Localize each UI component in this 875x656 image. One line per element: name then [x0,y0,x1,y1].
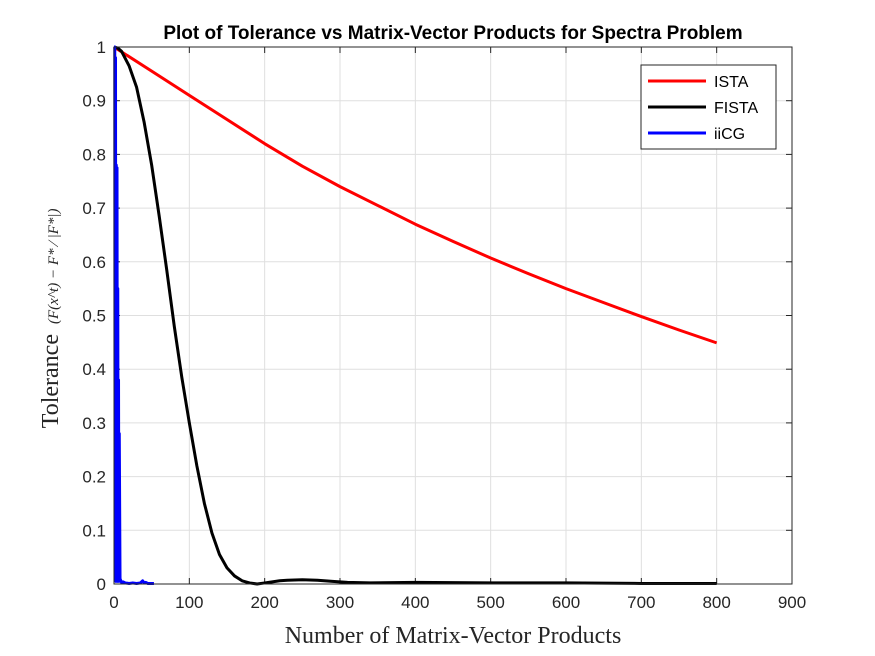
ticks: 0 100 200 300 400 500 600 700 800 900 0 0.1 0.2 0.3 0.… [82,38,806,612]
y-axis-label-formula: (F(x^t) − F* ⁄ |F*|) [46,208,62,324]
y-tick-label: 0.1 [82,521,106,540]
y-tick-label: 0.8 [82,145,106,164]
y-tick-label: 0.5 [82,307,106,326]
legend-label-fista: FISTA [714,100,758,117]
series-line-ista [113,45,718,345]
x-tick-label: 100 [175,593,203,612]
x-tick-label: 700 [627,593,655,612]
chart-title: Plot of Tolerance vs Matrix-Vector Produ… [163,23,742,44]
x-tick-label: 300 [326,593,354,612]
series-line-iicg [113,45,154,585]
y-axis-label-group: Tolerance (F(x^t) − F* ⁄ |F*|) [38,208,64,428]
y-axis-label: Tolerance [38,334,64,428]
series-line-fista [113,45,717,586]
series-lines [113,45,718,586]
x-axis-label: Number of Matrix-Vector Products [285,623,622,649]
legend-label-ista: ISTA [714,74,749,91]
grid [114,47,792,584]
x-tick-label: 400 [401,593,429,612]
x-tick-label: 0 [109,593,118,612]
x-tick-label: 200 [250,593,278,612]
y-tick-label: 0 [97,575,106,594]
x-tick-label: 600 [552,593,580,612]
x-tick-label: 800 [702,593,730,612]
y-tick-label: 0.3 [82,414,106,433]
x-tick-label: 900 [778,593,806,612]
axes-box [113,46,793,585]
legend: ISTA FISTA iiCG [640,64,777,150]
x-tick-label: 500 [476,593,504,612]
legend-items: ISTA FISTA iiCG [648,74,758,143]
y-tick-label: 0.2 [82,468,106,487]
y-tick-label: 0.4 [82,360,106,379]
y-tick-label: 1 [97,38,106,57]
y-tick-label: 0.6 [82,253,106,272]
y-tick-label: 0.7 [82,199,106,218]
legend-label-iicg: iiCG [714,126,745,143]
y-tick-label: 0.9 [82,92,106,111]
